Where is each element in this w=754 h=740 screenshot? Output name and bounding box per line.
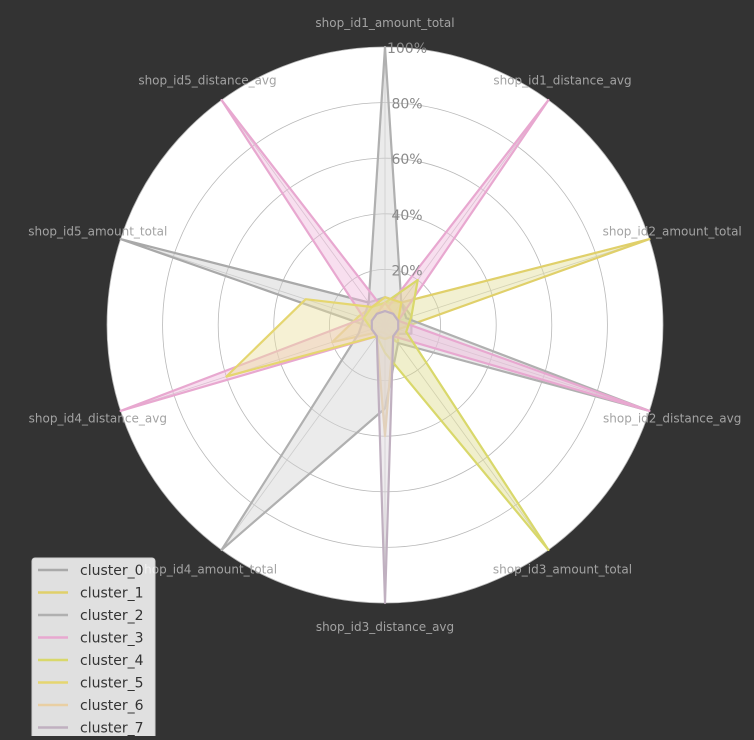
legend-label-cluster_6: cluster_6 [80,698,144,714]
grid-spoke-1 [384,99,549,326]
axis-label-0: shop_id1_amount_total [315,16,454,30]
legend-label-cluster_4: cluster_4 [80,653,144,669]
tick-label-2: 60% [391,152,422,168]
grid-spoke-9 [221,99,386,326]
legend-label-cluster_7: cluster_7 [80,721,144,737]
axis-label-5: shop_id3_distance_avg [316,620,454,634]
series-polygon-cluster_5 [225,296,403,378]
series-polygon-cluster_7 [370,310,400,605]
grid-spoke-8 [120,238,386,326]
tick-label-4: 100% [387,41,427,57]
tick-label-layer: 20% 40% 60% 80% 100% [387,41,427,279]
series-layer [119,45,651,605]
grid-spoke-6 [221,324,386,551]
legend: cluster_0 cluster_1 cluster_2 cluster_3clus… [31,557,156,740]
grid-layer [106,46,664,604]
axis-label-layer: shop_id1_amount_total shop_id1_distance_a… [28,16,742,634]
axis-label-9: shop_id5_distance_avg [138,74,276,88]
tick-label-0: 20% [391,263,422,279]
axis-label-3: shop_id2_distance_avg [603,411,741,425]
legend-box [31,557,156,740]
axis-label-6: shop_id4_amount_total [138,562,277,576]
legend-label-cluster_3: cluster_3 [80,631,144,647]
tick-label-3: 80% [391,97,422,113]
axis-label-8: shop_id5_amount_total [28,225,167,239]
tick-label-1: 40% [391,208,422,224]
legend-label-cluster_1: cluster_1 [80,586,144,602]
legend-label-cluster_2: cluster_2 [80,608,144,624]
legend-label-cluster_0: cluster_0 [80,563,144,579]
axis-label-4: shop_id3_amount_total [493,562,632,576]
legend-label-cluster_5: cluster_5 [80,676,144,692]
axis-label-1: shop_id1_distance_avg [493,74,631,88]
axis-label-2: shop_id2_amount_total [603,225,742,239]
grid-spoke-2 [384,238,650,326]
axis-label-7: shop_id4_distance_avg [29,411,167,425]
series-polygon-cluster_4 [362,278,550,552]
legend-items: cluster_0 cluster_1 cluster_2 cluster_3clus… [38,563,144,737]
grid-spoke-3 [384,324,650,412]
grid-spoke-4 [384,324,549,551]
